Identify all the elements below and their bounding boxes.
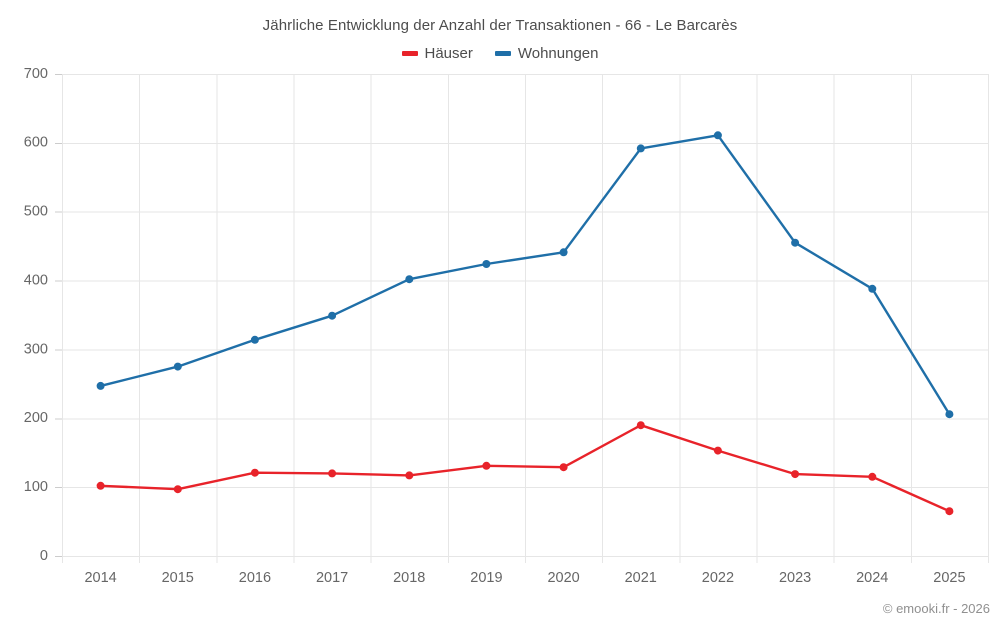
data-point[interactable] [405,275,414,284]
y-axis-tick-label: 300 [24,341,48,357]
data-point[interactable] [96,481,105,490]
data-point[interactable] [713,446,722,455]
x-axis-tick-label: 2022 [702,570,734,586]
data-point[interactable] [945,410,954,419]
y-axis-tick-label: 200 [24,410,48,426]
data-point[interactable] [791,238,800,247]
legend-swatch-wohnungen [494,51,511,56]
y-gridlines [55,74,988,557]
data-point[interactable] [173,485,182,494]
y-axis-tick-label: 600 [24,135,48,151]
legend-label-haeuser: Häuser [424,45,473,62]
credits-label: © emooki.fr - 2026 [882,601,990,616]
data-point[interactable] [173,362,182,371]
data-point[interactable] [868,284,877,293]
x-axis-tick-label: 2016 [239,570,271,586]
data-point[interactable] [713,131,722,140]
x-axis-tick-label: 2020 [547,570,579,586]
data-point[interactable] [559,463,568,472]
data-point[interactable] [791,470,800,479]
legend-swatch-haeuser [401,51,418,56]
data-point[interactable] [328,311,337,320]
chart-legend: Häuser Wohnungen [0,45,1000,62]
y-axis-tick-label: 500 [24,204,48,220]
data-point[interactable] [945,507,954,516]
x-axis-tick-label: 2021 [625,570,657,586]
legend-item-haeuser[interactable]: Häuser [401,45,473,62]
x-axis-tick-label: 2023 [779,570,811,586]
y-axis-tick-label: 0 [40,548,48,564]
data-series-layer [96,131,954,516]
data-point[interactable] [636,144,645,153]
legend-label-wohnungen: Wohnungen [517,45,599,62]
legend-item-wohnungen[interactable]: Wohnungen [494,45,599,62]
series-line-häuser[interactable] [99,424,951,513]
y-axis-tick-label: 400 [24,272,48,288]
data-point[interactable] [328,469,337,478]
x-axis-tick-label: 2019 [470,570,502,586]
y-axis-tick-label: 700 [24,66,48,82]
chart-title: Jährliche Entwicklung der Anzahl der Tra… [262,17,738,34]
data-point[interactable] [636,421,645,430]
x-axis-tick-label: 2024 [856,570,888,586]
data-point[interactable] [250,468,259,477]
y-axis-tick-label: 100 [24,479,48,495]
data-point[interactable] [405,471,414,480]
data-point[interactable] [559,248,568,257]
x-axis-tick-label: 2014 [84,570,116,586]
data-point[interactable] [96,381,105,390]
y-axis-labels: 0 100 200 300 400 500 600 700 [24,66,48,564]
data-point[interactable] [250,335,259,344]
data-point[interactable] [482,260,491,268]
x-axis-tick-label: 2017 [316,570,348,586]
x-axis-tick-label: 2025 [933,570,965,586]
x-axis-labels: 2014 2015 2016 2017 2018 2019 2020 2021 2022 2023… [84,570,965,586]
data-point[interactable] [482,461,491,470]
series-line-wohnungen[interactable] [99,134,951,416]
data-point[interactable] [868,472,877,481]
x-tickmarks [62,74,989,563]
x-axis-tick-label: 2018 [393,570,425,586]
x-axis-tick-label: 2015 [162,570,194,586]
